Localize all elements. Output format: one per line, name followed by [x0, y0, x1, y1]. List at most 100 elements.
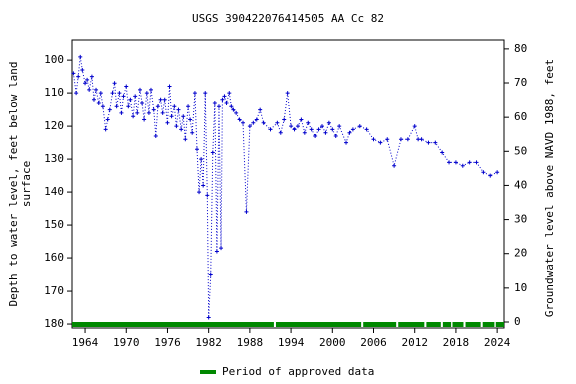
approved-period	[426, 322, 441, 327]
data-point	[229, 104, 234, 109]
data-point	[87, 87, 92, 92]
y-tick-label: 150	[44, 218, 64, 231]
data-point	[176, 107, 181, 112]
data-point	[162, 97, 167, 102]
data-point	[103, 127, 108, 132]
data-point	[76, 74, 81, 79]
data-point	[89, 74, 94, 79]
data-point	[231, 107, 236, 112]
data-point	[212, 101, 217, 106]
data-point	[224, 101, 229, 106]
y-tick-label: 120	[44, 119, 64, 132]
data-point	[167, 84, 172, 89]
data-point	[96, 101, 101, 106]
data-point	[254, 117, 259, 122]
data-point	[142, 117, 147, 122]
data-point	[165, 120, 170, 125]
data-point	[174, 124, 179, 129]
y2-axis-label: Groundwater level above NAVD 1988, feet	[543, 59, 556, 317]
data-point	[194, 147, 199, 152]
data-point	[330, 127, 335, 132]
data-point	[350, 127, 355, 132]
data-point	[186, 104, 191, 109]
data-point	[319, 124, 324, 129]
data-point	[219, 246, 224, 251]
data-point	[153, 134, 158, 138]
data-point	[258, 107, 263, 112]
data-point	[172, 104, 177, 109]
data-point	[488, 173, 493, 178]
data-point	[278, 130, 283, 135]
data-point	[208, 272, 213, 277]
data-point	[237, 117, 242, 122]
data-point	[83, 81, 88, 86]
y-tick-label: 180	[44, 317, 64, 330]
data-point	[282, 117, 287, 122]
data-point	[285, 91, 290, 96]
data-point	[133, 94, 138, 99]
data-point	[140, 101, 145, 106]
data-point	[74, 91, 79, 96]
data-point	[433, 140, 438, 145]
data-point	[295, 124, 300, 129]
x-tick-label: 2024	[484, 336, 511, 349]
data-point	[124, 84, 129, 89]
approved-period	[442, 322, 452, 327]
approved-period	[363, 322, 397, 327]
data-point	[405, 137, 410, 142]
data-point	[205, 193, 210, 198]
data-point	[495, 170, 500, 175]
y2-tick-label: 30	[514, 213, 527, 226]
x-tick-label: 2006	[360, 336, 387, 349]
data-point	[378, 140, 383, 145]
data-point	[128, 97, 133, 102]
data-point	[107, 107, 112, 112]
data-point	[105, 117, 110, 122]
data-point	[227, 91, 232, 96]
data-point	[80, 68, 85, 73]
y2-tick-label: 0	[514, 315, 521, 328]
data-point	[146, 110, 151, 115]
x-tick-label: 2018	[443, 336, 470, 349]
data-point	[199, 157, 204, 162]
data-point	[309, 127, 314, 132]
data-point	[71, 71, 76, 76]
data-point	[203, 91, 208, 96]
data-point	[292, 127, 297, 132]
data-point	[160, 110, 165, 115]
x-tick-label: 2000	[319, 336, 346, 349]
y2-tick-label: 10	[514, 281, 527, 294]
x-tick-label: 1982	[195, 336, 222, 349]
data-point	[392, 163, 397, 168]
data-point	[220, 97, 225, 102]
data-point	[190, 130, 195, 135]
y-tick-label: 140	[44, 185, 64, 198]
data-point	[244, 209, 249, 214]
data-point	[201, 183, 206, 188]
data-point	[112, 81, 117, 86]
data-point	[416, 137, 421, 142]
data-point	[453, 160, 458, 165]
data-point	[114, 104, 119, 109]
y2-tick-label: 60	[514, 110, 527, 123]
approved-period	[398, 322, 425, 327]
data-point	[247, 124, 252, 129]
data-point	[181, 114, 186, 119]
data-point	[179, 127, 184, 132]
data-point	[183, 137, 188, 142]
data-point	[151, 107, 156, 112]
approved-period	[465, 322, 481, 327]
data-point	[216, 104, 221, 109]
data-point	[251, 120, 256, 125]
data-point	[126, 104, 131, 109]
y2-tick-label: 70	[514, 76, 527, 89]
data-point	[357, 124, 362, 129]
data-point	[440, 150, 445, 155]
data-point	[234, 110, 239, 115]
data-point	[117, 91, 122, 96]
y-tick-label: 110	[44, 86, 64, 99]
data-point	[148, 87, 153, 92]
data-point	[344, 140, 349, 145]
data-point	[419, 137, 424, 142]
data-point	[241, 120, 246, 125]
